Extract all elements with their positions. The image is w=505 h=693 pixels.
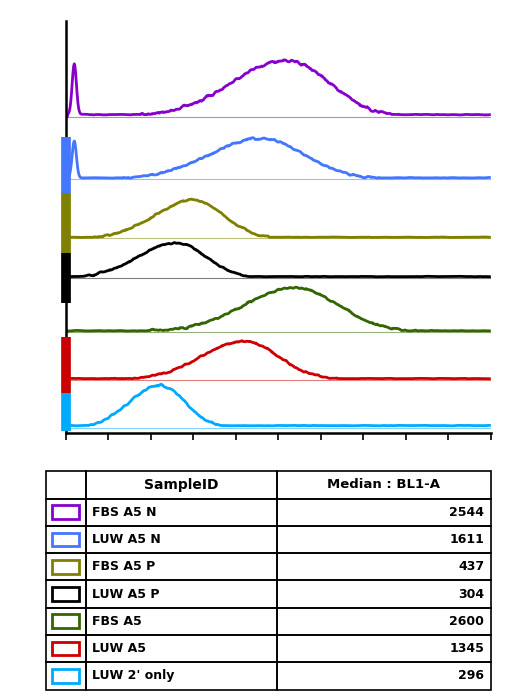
Bar	[45, 526, 85, 553]
Bar	[45, 471, 85, 498]
Text: SampleID: SampleID	[144, 478, 218, 492]
Text: LUW A5 P: LUW A5 P	[92, 588, 160, 601]
Text: 296: 296	[457, 669, 483, 683]
Text: 2600: 2600	[448, 615, 483, 628]
Text: 437: 437	[457, 560, 483, 573]
Bar	[45, 608, 85, 635]
Bar	[85, 498, 277, 526]
Bar	[45, 553, 85, 581]
Bar	[52, 642, 79, 656]
Text: 1611: 1611	[448, 533, 483, 546]
Text: 2544: 2544	[448, 506, 483, 518]
Bar	[85, 471, 277, 498]
Text: LUW A5: LUW A5	[92, 642, 146, 655]
Text: FBS A5: FBS A5	[92, 615, 142, 628]
Text: FBS A5 P: FBS A5 P	[92, 560, 155, 573]
Bar	[45, 581, 85, 608]
Text: 1345: 1345	[448, 642, 483, 655]
Bar	[52, 560, 79, 574]
Bar	[277, 581, 490, 608]
Text: Median : BL1-A: Median : BL1-A	[327, 478, 439, 491]
Bar	[277, 471, 490, 498]
Bar	[277, 608, 490, 635]
Bar	[52, 669, 79, 683]
Bar	[85, 526, 277, 553]
Bar	[85, 553, 277, 581]
Bar	[52, 533, 79, 546]
Bar	[277, 553, 490, 581]
Bar	[85, 581, 277, 608]
Text: LUW 2' only: LUW 2' only	[92, 669, 174, 683]
Bar	[45, 635, 85, 663]
Bar	[85, 663, 277, 690]
Bar	[277, 663, 490, 690]
Bar	[85, 635, 277, 663]
Bar	[45, 663, 85, 690]
Text: 304: 304	[457, 588, 483, 601]
Bar	[52, 505, 79, 519]
Text: FBS A5 N: FBS A5 N	[92, 506, 157, 518]
Text: LUW A5 N: LUW A5 N	[92, 533, 161, 546]
Bar	[85, 608, 277, 635]
Bar	[277, 635, 490, 663]
Bar	[52, 587, 79, 601]
Bar	[45, 498, 85, 526]
Bar	[277, 498, 490, 526]
Bar	[52, 615, 79, 628]
Bar	[277, 526, 490, 553]
